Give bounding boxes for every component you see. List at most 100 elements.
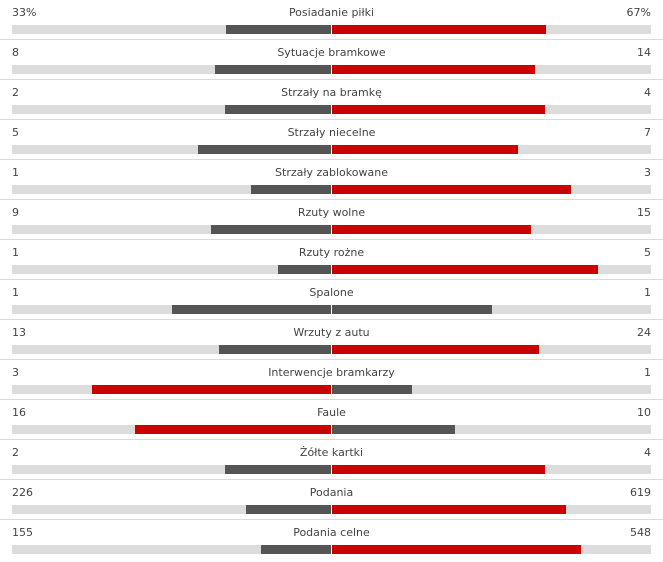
home-value: 2: [12, 86, 19, 99]
home-bar-fill: [224, 105, 331, 114]
home-value: 13: [12, 326, 26, 339]
stat-label: Podania: [309, 486, 354, 499]
stat-row: 2 Żółte kartki 4: [0, 440, 663, 480]
stat-row: 3 Interwencje bramkarzy 1: [0, 360, 663, 400]
away-bar-track: [332, 265, 651, 274]
home-bar-fill: [134, 425, 331, 434]
away-value: 1: [644, 366, 651, 379]
home-bar-fill: [171, 305, 331, 314]
away-value: 3: [644, 166, 651, 179]
home-bar-track: [12, 145, 331, 154]
away-bar-track: [332, 345, 651, 354]
away-value: 5: [644, 246, 651, 259]
home-bar-track: [12, 25, 331, 34]
away-bar-track: [332, 185, 651, 194]
away-bar-track: [332, 425, 651, 434]
home-bar-track: [12, 385, 331, 394]
away-bar-fill: [332, 505, 566, 514]
home-bar-fill: [197, 145, 331, 154]
away-bar-fill: [332, 465, 545, 474]
away-bar-track: [332, 545, 651, 554]
away-value: 24: [637, 326, 651, 339]
home-bar-track: [12, 345, 331, 354]
stat-row: 1 Strzały zablokowane 3: [0, 160, 663, 200]
away-bar-track: [332, 225, 651, 234]
away-bar-track: [332, 105, 651, 114]
away-value: 14: [637, 46, 651, 59]
home-value: 226: [12, 486, 33, 499]
stat-label: Rzuty rożne: [298, 246, 365, 259]
stat-row: 33% Posiadanie piłki 67%: [0, 0, 663, 40]
away-bar-fill: [332, 305, 492, 314]
stat-label: Strzały na bramkę: [281, 86, 382, 99]
home-value: 9: [12, 206, 19, 219]
home-bar-fill: [219, 345, 331, 354]
stat-row: 13 Wrzuty z autu 24: [0, 320, 663, 360]
away-bar-fill: [332, 65, 535, 74]
home-value: 155: [12, 526, 33, 539]
away-bar-fill: [332, 25, 546, 34]
stat-row: 9 Rzuty wolne 15: [0, 200, 663, 240]
stat-row: 226 Podania 619: [0, 480, 663, 520]
home-bar-track: [12, 305, 331, 314]
away-value: 1: [644, 286, 651, 299]
away-bar-track: [332, 25, 651, 34]
away-bar-fill: [332, 345, 540, 354]
home-bar-track: [12, 265, 331, 274]
home-bar-fill: [214, 65, 331, 74]
away-bar-fill: [332, 185, 572, 194]
away-bar-fill: [332, 105, 545, 114]
stat-label: Strzały zablokowane: [275, 166, 388, 179]
stat-row: 16 Faule 10: [0, 400, 663, 440]
away-bar-track: [332, 465, 651, 474]
home-value: 8: [12, 46, 19, 59]
home-value: 1: [12, 286, 19, 299]
stat-row: 155 Podania celne 548: [0, 520, 663, 560]
away-value: 10: [637, 406, 651, 419]
home-value: 1: [12, 246, 19, 259]
away-bar-track: [332, 65, 651, 74]
away-bar-fill: [332, 425, 455, 434]
stat-label: Interwencje bramkarzy: [268, 366, 395, 379]
home-bar-fill: [224, 465, 331, 474]
home-value: 2: [12, 446, 19, 459]
home-value: 1: [12, 166, 19, 179]
stat-label: Spalone: [309, 286, 354, 299]
stat-row: 1 Spalone 1: [0, 280, 663, 320]
away-bar-fill: [332, 145, 518, 154]
away-bar-fill: [332, 545, 581, 554]
away-value: 67%: [626, 6, 651, 19]
stat-label: Strzały niecelne: [287, 126, 376, 139]
stat-row: 2 Strzały na bramkę 4: [0, 80, 663, 120]
away-value: 4: [644, 446, 651, 459]
home-bar-track: [12, 65, 331, 74]
stat-row: 5 Strzały niecelne 7: [0, 120, 663, 160]
stat-label: Wrzuty z autu: [293, 326, 370, 339]
home-bar-track: [12, 105, 331, 114]
away-bar-track: [332, 145, 651, 154]
home-bar-fill: [91, 385, 331, 394]
home-value: 33%: [12, 6, 37, 19]
stat-label: Posiadanie piłki: [288, 6, 375, 19]
away-bar-track: [332, 305, 651, 314]
stat-label: Sytuacje bramkowe: [277, 46, 386, 59]
away-bar-fill: [332, 225, 532, 234]
home-bar-track: [12, 465, 331, 474]
stat-label: Żółte kartki: [299, 446, 364, 459]
home-bar-fill: [260, 545, 331, 554]
stat-row: 8 Sytuacje bramkowe 14: [0, 40, 663, 80]
home-value: 5: [12, 126, 19, 139]
home-bar-fill: [211, 225, 331, 234]
home-bar-track: [12, 425, 331, 434]
home-bar-track: [12, 185, 331, 194]
away-bar-track: [332, 505, 651, 514]
away-value: 7: [644, 126, 651, 139]
away-bar-fill: [332, 265, 598, 274]
away-value: 619: [630, 486, 651, 499]
home-value: 16: [12, 406, 26, 419]
home-bar-fill: [277, 265, 331, 274]
home-bar-fill: [245, 505, 331, 514]
home-bar-track: [12, 225, 331, 234]
home-bar-fill: [251, 185, 331, 194]
